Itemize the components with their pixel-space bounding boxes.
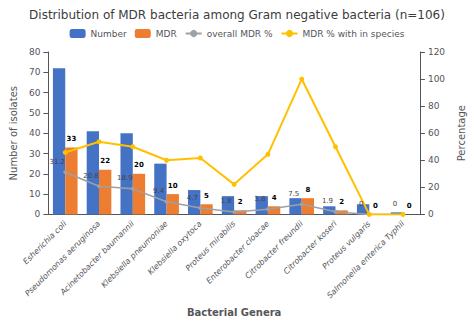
svg-text:8: 8 — [305, 186, 310, 194]
svg-text:2: 2 — [238, 198, 243, 206]
svg-text:Proteus vulgaris: Proteus vulgaris — [320, 219, 373, 272]
svg-text:20: 20 — [134, 161, 144, 169]
svg-text:Enterobacter cloacae: Enterobacter cloacae — [205, 219, 272, 286]
svg-text:22: 22 — [100, 157, 110, 165]
svg-text:overall MDR %: overall MDR % — [207, 29, 273, 39]
svg-text:40: 40 — [29, 128, 41, 138]
svg-text:Percentage: Percentage — [456, 105, 467, 161]
svg-text:50: 50 — [29, 108, 41, 118]
svg-text:Number: Number — [91, 29, 127, 39]
svg-text:7.5: 7.5 — [288, 190, 299, 198]
svg-text:0: 0 — [393, 200, 397, 208]
svg-text:60: 60 — [29, 88, 41, 98]
svg-text:MDR % with in species: MDR % with in species — [303, 29, 405, 39]
svg-text:0: 0 — [359, 200, 363, 208]
svg-text:80: 80 — [428, 101, 440, 111]
svg-text:Acinetobacter baumannii: Acinetobacter baumannii — [58, 219, 136, 297]
svg-text:18.9: 18.9 — [117, 174, 133, 182]
svg-text:10: 10 — [168, 182, 178, 190]
svg-text:Citrobacter freundii: Citrobacter freundii — [243, 219, 305, 281]
svg-text:Proteus mirabilis: Proteus mirabilis — [183, 219, 238, 273]
svg-text:Bacterial Genera: Bacterial Genera — [187, 307, 281, 318]
svg-text:33: 33 — [67, 135, 77, 143]
svg-text:120: 120 — [428, 47, 445, 57]
svg-text:10: 10 — [29, 189, 41, 199]
svg-text:Citrobacter koseri: Citrobacter koseri — [282, 219, 339, 276]
svg-text:4: 4 — [272, 194, 277, 202]
svg-text:Number of isolates: Number of isolates — [8, 86, 19, 180]
svg-text:0: 0 — [407, 202, 412, 210]
svg-text:Klebsiella oxytoca: Klebsiella oxytoca — [146, 219, 204, 277]
svg-text:20: 20 — [428, 182, 440, 192]
svg-text:100: 100 — [428, 74, 445, 84]
svg-text:31.2: 31.2 — [49, 158, 65, 166]
svg-text:Esherichia coli: Esherichia coli — [21, 219, 69, 267]
svg-text:Pseudomonas aeruginosa: Pseudomonas aeruginosa — [23, 219, 103, 299]
svg-text:4.7: 4.7 — [187, 194, 198, 202]
svg-text:9.4: 9.4 — [153, 187, 165, 195]
svg-text:20.8: 20.8 — [83, 172, 99, 180]
svg-text:Klebsiella pneumoniae: Klebsiella pneumoniae — [99, 219, 169, 289]
svg-text:40: 40 — [428, 155, 440, 165]
svg-text:0: 0 — [428, 209, 434, 219]
svg-text:70: 70 — [29, 67, 41, 77]
svg-text:1.9: 1.9 — [322, 197, 333, 205]
svg-text:1.8: 1.8 — [221, 197, 232, 205]
svg-text:Salmonella enterica Typhii: Salmonella enterica Typhii — [325, 219, 407, 301]
svg-text:MDR: MDR — [156, 29, 177, 39]
svg-text:3.8: 3.8 — [254, 195, 265, 203]
svg-text:0: 0 — [35, 209, 41, 219]
svg-text:30: 30 — [29, 149, 41, 159]
svg-text:5: 5 — [204, 192, 209, 200]
svg-text:60: 60 — [428, 128, 440, 138]
svg-text:80: 80 — [29, 47, 41, 57]
svg-text:2: 2 — [339, 198, 344, 206]
svg-text:20: 20 — [29, 169, 41, 179]
svg-text:Distribution of MDR bacteria a: Distribution of MDR bacteria among Gram … — [29, 8, 445, 22]
svg-text:0: 0 — [373, 202, 378, 210]
